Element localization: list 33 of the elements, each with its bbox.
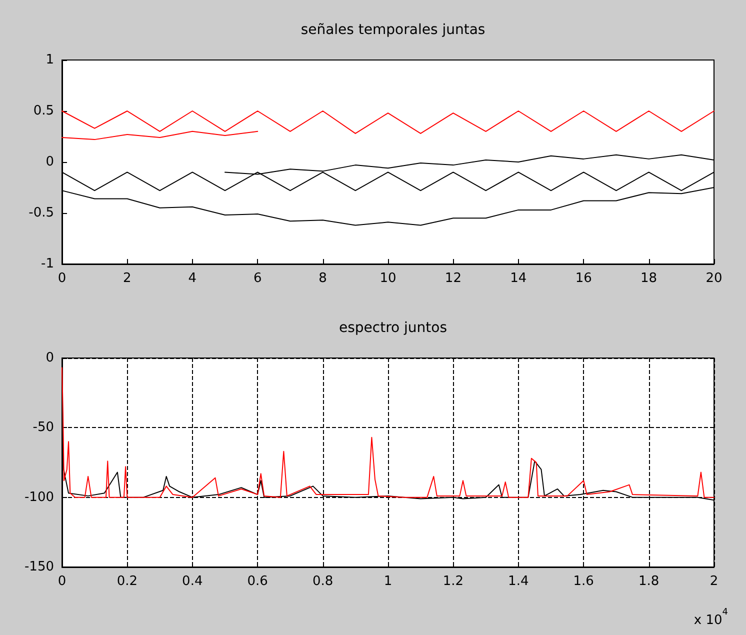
x-tick-label: 20 [706, 271, 722, 286]
y-tick-label: 0 [46, 154, 54, 170]
x-tick-label: 16 [575, 271, 592, 286]
x-tick-label: 0.6 [247, 574, 268, 589]
x-tick-label: 1.2 [442, 574, 464, 589]
x-tick-label: 1.8 [638, 574, 660, 589]
x-tick-label: 0.2 [116, 574, 138, 589]
chart-title: espectro juntos [338, 320, 448, 336]
x-tick-label: 2 [123, 271, 132, 286]
x-tick-label: 4 [188, 271, 197, 286]
x-tick-label: 18 [640, 271, 658, 286]
y-tick-label: -0.5 [28, 206, 54, 220]
chart-title: señales temporales juntas [300, 22, 486, 38]
x-tick-label: 12 [444, 271, 462, 286]
x-tick-label: 0 [58, 574, 66, 589]
x-tick-label: 0.4 [182, 574, 203, 589]
x-tick-label: 1.4 [508, 574, 529, 589]
y-tick-label: -150 [24, 560, 54, 574]
y-tick-label: -1 [41, 256, 54, 272]
y-tick-label: 0 [46, 350, 54, 366]
x-tick-label: 14 [510, 271, 527, 286]
y-tick-label: 1 [46, 52, 54, 68]
y-tick-label: -100 [24, 490, 54, 505]
x-tick-label: 2 [710, 574, 718, 589]
x-tick-label: 1.6 [573, 574, 594, 589]
x-tick-label: 1 [384, 574, 392, 589]
x-tick-label: 0.8 [312, 574, 334, 589]
y-tick-label: 0.5 [33, 104, 54, 118]
x-tick-label: 10 [380, 271, 396, 286]
y-tick-label: -50 [32, 420, 54, 436]
x-tick-label: 8 [318, 271, 327, 286]
x-tick-label: 0 [58, 271, 66, 286]
x-tick-label: 6 [253, 271, 262, 286]
